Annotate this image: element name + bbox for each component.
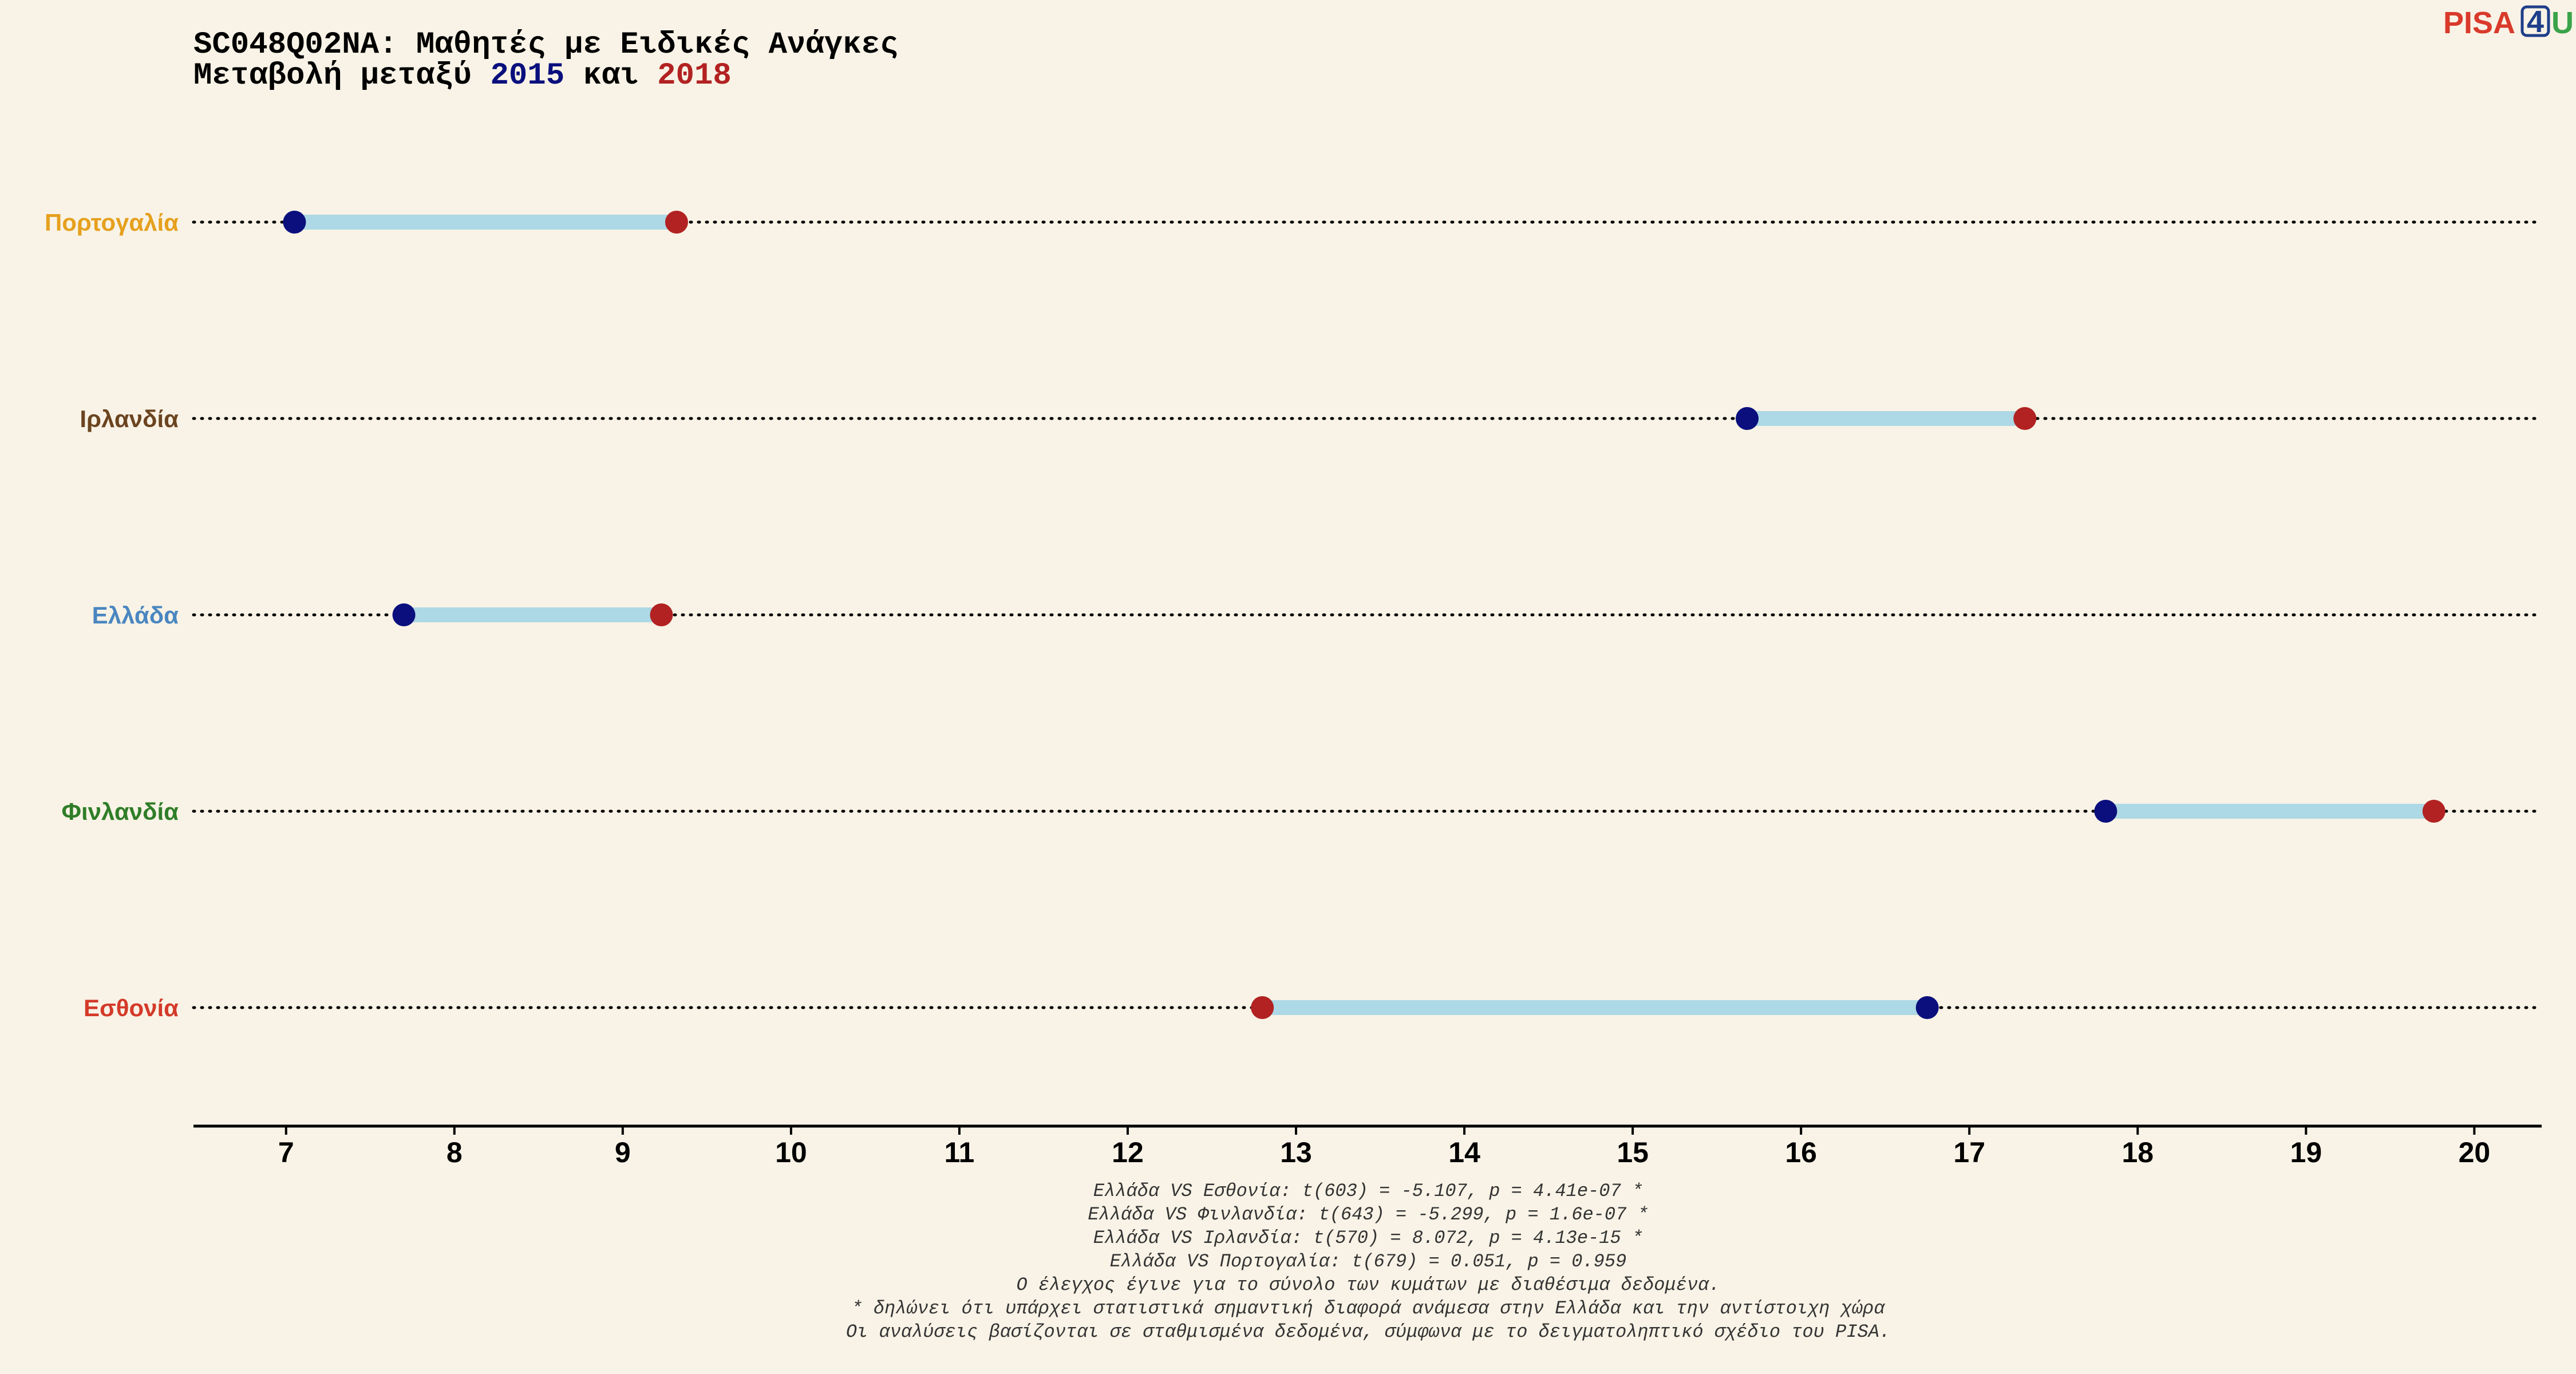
- country-row: Ιρλανδία: [80, 405, 2543, 432]
- note-line: Ελλάδα VS Φινλανδία: t(643) = -5.299, p …: [1088, 1204, 1648, 1225]
- x-tick-label: 15: [1617, 1136, 1649, 1168]
- x-tick-label: 18: [2121, 1136, 2154, 1168]
- title-year-2018: 2018: [657, 58, 732, 93]
- point-2015: [283, 211, 306, 234]
- country-label: Πορτογαλία: [45, 209, 179, 236]
- point-2018: [2013, 407, 2037, 430]
- statistical-notes: Ελλάδα VS Εσθονία: t(603) = -5.107, p = …: [846, 1180, 1890, 1343]
- title-year-2015: 2015: [490, 58, 564, 93]
- note-line: * δηλώνει ότι υπάρχει στατιστικά σημαντι…: [851, 1298, 1885, 1319]
- logo-box: [2520, 5, 2550, 37]
- note-line: Ελλάδα VS Πορτογαλία: t(679) = 0.051, p …: [1110, 1251, 1627, 1272]
- title-line-2: Μεταβολή μεταξύ 2015 και 2018: [193, 58, 732, 93]
- x-tick-label: 7: [278, 1136, 294, 1168]
- x-tick-label: 13: [1280, 1136, 1312, 1168]
- country-label: Εσθονία: [84, 994, 179, 1021]
- title-middle: και: [564, 58, 657, 93]
- logo-pisa: PISA: [2443, 6, 2515, 40]
- note-line: Ελλάδα VS Ιρλανδία: t(570) = 8.072, p = …: [1093, 1227, 1643, 1249]
- x-tick-label: 8: [447, 1136, 463, 1168]
- note-line: Οι αναλύσεις βασίζονται σε σταθμισμένα δ…: [846, 1321, 1890, 1343]
- x-tick-label: 17: [1953, 1136, 1985, 1168]
- logo: PISA 4 U: [2443, 5, 2574, 40]
- country-row: Πορτογαλία: [45, 209, 2543, 236]
- point-2018: [650, 603, 673, 626]
- point-2015: [1736, 407, 1759, 430]
- logo-four: 4: [2527, 5, 2544, 39]
- point-2018: [665, 211, 688, 234]
- logo-u: U: [2551, 6, 2574, 40]
- point-2015: [392, 603, 416, 626]
- country-label: Ιρλανδία: [80, 405, 179, 432]
- point-2018: [1251, 996, 1274, 1019]
- x-tick-label: 14: [1448, 1136, 1480, 1168]
- title-line-1: SC048Q02NA: Μαθητές με Ειδικές Ανάγκες: [193, 27, 898, 62]
- point-2015: [1915, 996, 1939, 1019]
- country-rows: Πορτογαλία Ιρλανδία Ελλάδα Φινλανδία Εσθονία: [45, 209, 2543, 1021]
- country-row: Ελλάδα: [92, 602, 2543, 629]
- point-2018: [2422, 800, 2445, 823]
- x-tick-label: 16: [1785, 1136, 1817, 1168]
- title-prefix: Μεταβολή μεταξύ: [193, 58, 490, 93]
- x-tick-label: 20: [2459, 1136, 2491, 1168]
- country-label: Φινλανδία: [62, 798, 179, 825]
- chart-title: SC048Q02NA: Μαθητές με Ειδικές Ανάγκες Μ…: [193, 27, 898, 93]
- country-label: Ελλάδα: [92, 602, 179, 629]
- note-line: Ελλάδα VS Εσθονία: t(603) = -5.107, p = …: [1093, 1180, 1643, 1202]
- note-line: Ο έλεγχος έγινε για το σύνολο των κυμάτω…: [1017, 1274, 1720, 1296]
- x-tick-label: 19: [2290, 1136, 2322, 1168]
- country-row: Φινλανδία: [62, 798, 2543, 825]
- point-2015: [2094, 800, 2117, 823]
- x-tick-label: 9: [615, 1136, 631, 1168]
- x-tick-label: 10: [775, 1136, 807, 1168]
- x-tick-label: 12: [1112, 1136, 1144, 1168]
- x-axis-ticks: 7 8 9 10 11 12 13 14 15 16 17 18 19 20: [278, 1126, 2490, 1168]
- country-row: Εσθονία: [84, 994, 2543, 1021]
- x-tick-label: 11: [944, 1136, 974, 1168]
